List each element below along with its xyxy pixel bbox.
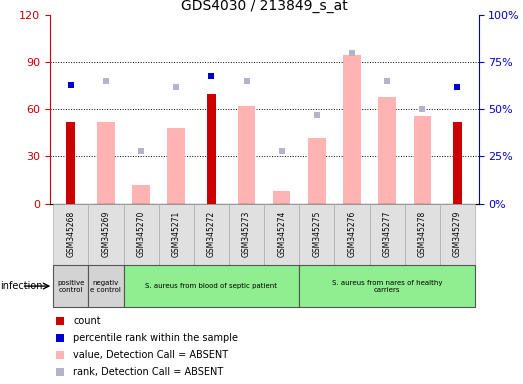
- Bar: [123, 204, 158, 265]
- Text: GSM345279: GSM345279: [453, 211, 462, 257]
- Bar: [229, 204, 264, 265]
- Text: GSM345276: GSM345276: [347, 211, 357, 257]
- Bar: [378, 97, 396, 204]
- Text: GSM345275: GSM345275: [312, 211, 321, 257]
- Bar: [405, 204, 440, 265]
- Bar: [88, 265, 123, 307]
- Text: GSM345274: GSM345274: [277, 211, 286, 257]
- Bar: [299, 204, 334, 265]
- Bar: [167, 128, 185, 204]
- Bar: [66, 122, 75, 204]
- Text: GSM345269: GSM345269: [101, 211, 110, 257]
- Bar: [299, 265, 475, 307]
- Text: GSM345268: GSM345268: [66, 211, 75, 257]
- Text: value, Detection Call = ABSENT: value, Detection Call = ABSENT: [73, 350, 229, 360]
- Text: S. aureus from blood of septic patient: S. aureus from blood of septic patient: [145, 283, 277, 289]
- Text: S. aureus from nares of healthy
carriers: S. aureus from nares of healthy carriers: [332, 280, 442, 293]
- Bar: [334, 204, 370, 265]
- Text: infection: infection: [1, 281, 43, 291]
- Text: GSM345270: GSM345270: [137, 211, 145, 257]
- Bar: [308, 138, 326, 204]
- Bar: [264, 204, 299, 265]
- Bar: [132, 185, 150, 204]
- Text: GSM345271: GSM345271: [172, 211, 181, 257]
- Bar: [158, 204, 194, 265]
- Bar: [207, 94, 216, 204]
- Text: GSM345273: GSM345273: [242, 211, 251, 257]
- Bar: [343, 55, 361, 204]
- Bar: [238, 106, 255, 204]
- Text: GSM345278: GSM345278: [418, 211, 427, 257]
- Text: rank, Detection Call = ABSENT: rank, Detection Call = ABSENT: [73, 367, 223, 377]
- Text: positive
control: positive control: [57, 280, 84, 293]
- Text: count: count: [73, 316, 101, 326]
- Bar: [370, 204, 405, 265]
- Text: negativ
e control: negativ e control: [90, 280, 121, 293]
- Bar: [453, 122, 462, 204]
- Bar: [88, 204, 123, 265]
- Bar: [273, 191, 290, 204]
- Bar: [440, 204, 475, 265]
- Bar: [123, 265, 299, 307]
- Text: GSM345272: GSM345272: [207, 211, 216, 257]
- Text: GSM345277: GSM345277: [383, 211, 392, 257]
- Bar: [53, 265, 88, 307]
- Bar: [414, 116, 431, 204]
- Bar: [194, 204, 229, 265]
- Bar: [97, 122, 115, 204]
- Bar: [53, 204, 88, 265]
- Title: GDS4030 / 213849_s_at: GDS4030 / 213849_s_at: [181, 0, 347, 13]
- Text: percentile rank within the sample: percentile rank within the sample: [73, 333, 238, 343]
